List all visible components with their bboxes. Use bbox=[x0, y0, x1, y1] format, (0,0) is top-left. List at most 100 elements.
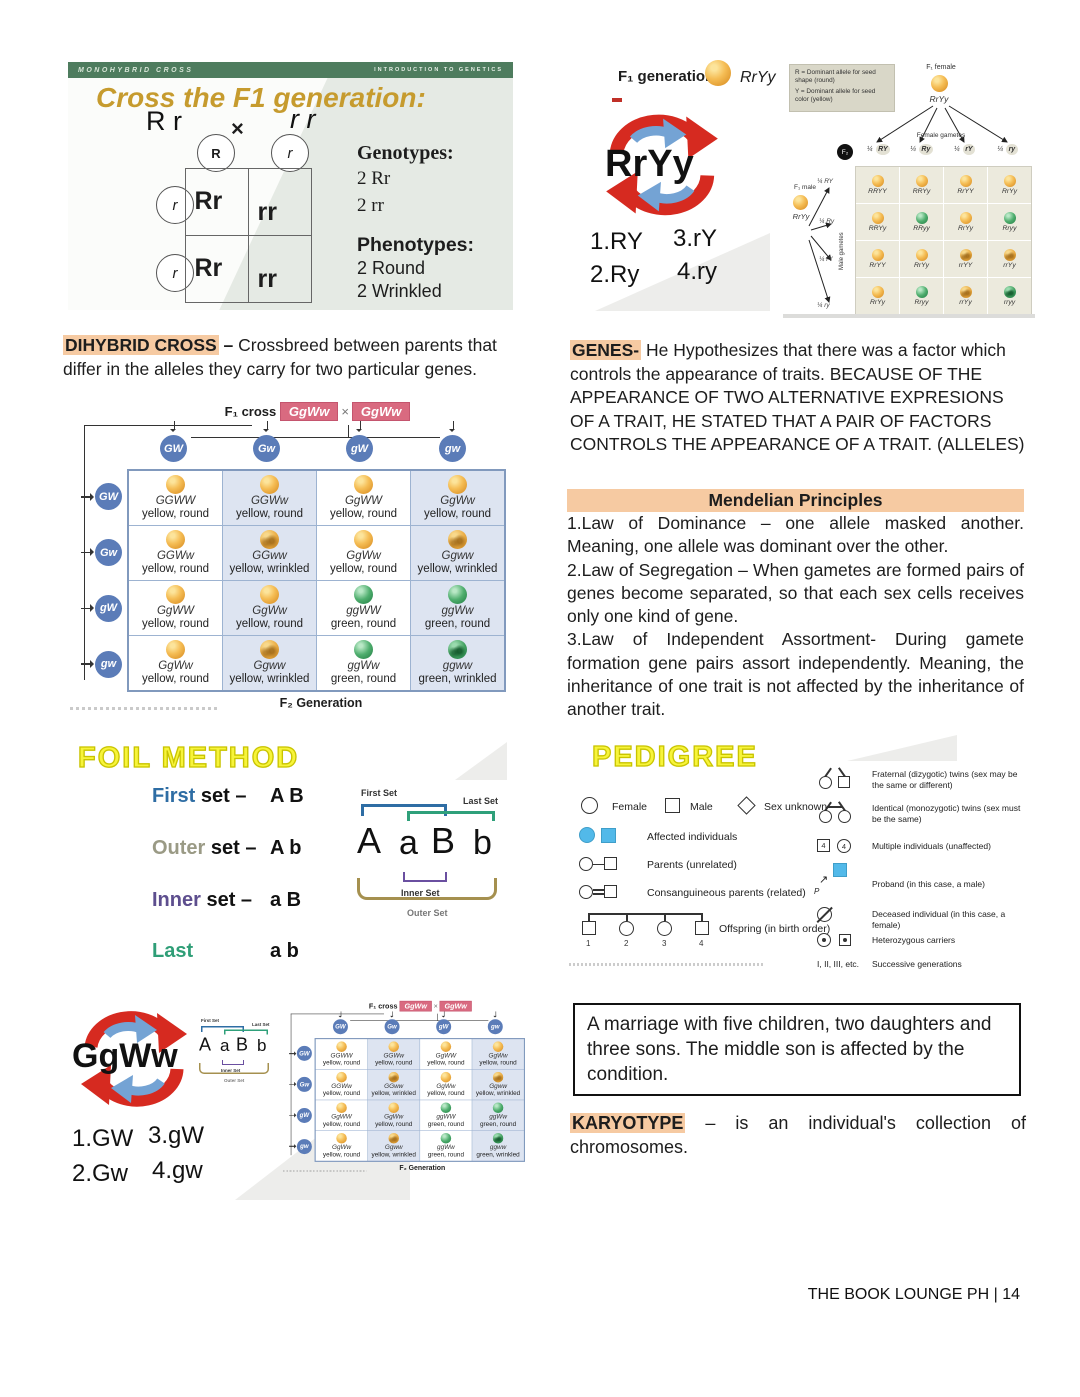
genotypes-label: Genotypes: bbox=[357, 142, 454, 164]
recycle-arrows-icon bbox=[606, 114, 718, 216]
punnett-cell: ggww green, wrinkled bbox=[411, 636, 504, 690]
pea-icon bbox=[166, 530, 185, 549]
punnett-cell: GgWw yellow, round bbox=[223, 581, 316, 635]
female-gamete-fraction: ¼ Ry bbox=[910, 144, 933, 155]
punnett-cell: ggWW green, round bbox=[317, 581, 410, 635]
ggww-center-genotype: GgWw bbox=[72, 1037, 178, 1075]
citation-smudge bbox=[283, 1170, 367, 1172]
punnett-cell: Rr bbox=[184, 167, 249, 236]
pea-icon bbox=[336, 1041, 347, 1052]
genes-term: GENES- bbox=[570, 340, 642, 360]
law-of-segregation: 2.Law of Segregation – When gametes are … bbox=[567, 559, 1024, 627]
punnett-cell: ggWw green, round bbox=[317, 636, 410, 690]
pea-icon bbox=[336, 1102, 347, 1113]
gamete-item: 1.GW bbox=[72, 1125, 134, 1152]
gamete-item: 2.Gw bbox=[72, 1160, 129, 1187]
punnett-cell: GgWw yellow, round bbox=[317, 526, 410, 580]
marriage-note-box: A marriage with five children, two daugh… bbox=[573, 1003, 1021, 1096]
pedigree-title: PEDIGREE bbox=[591, 740, 758, 773]
pea-icon bbox=[492, 1041, 504, 1052]
pea-icon bbox=[915, 249, 928, 261]
citation-smudge bbox=[70, 707, 220, 710]
gamete-circle: R bbox=[197, 134, 235, 172]
punnett-cell: GgWw yellow, round bbox=[472, 1039, 524, 1070]
pea-icon bbox=[448, 530, 467, 549]
foil-row: Outer set – A b bbox=[152, 837, 302, 859]
punnett-cell: Ggww yellow, wrinkled bbox=[411, 526, 504, 580]
column-gamete: gW bbox=[346, 421, 373, 462]
gamete-circle: r bbox=[156, 186, 194, 224]
pea-icon bbox=[448, 585, 467, 604]
affected-female-icon bbox=[579, 827, 595, 843]
pea-icon bbox=[448, 475, 467, 494]
punnett-cell: GGww yellow, wrinkled bbox=[367, 1069, 420, 1100]
identical-twins-icon bbox=[819, 801, 855, 825]
parent-badge: GgWw bbox=[399, 1000, 432, 1012]
pea-icon bbox=[492, 1132, 504, 1144]
pea-icon bbox=[915, 212, 928, 224]
f2-cell: rrYY bbox=[944, 241, 987, 277]
f2-cell: RrYy bbox=[944, 204, 987, 240]
female-gamete-fractions: ¼ RY ¼ Ry ¼ rY ¼ ry bbox=[857, 144, 1029, 155]
pea-icon bbox=[354, 640, 373, 659]
proband-arrow-icon: ↗ bbox=[819, 874, 829, 886]
f2-generation-caption: F₂ Generation bbox=[279, 696, 363, 710]
pea-icon bbox=[959, 175, 972, 187]
gamete-item: 3.gW bbox=[148, 1122, 205, 1149]
pea-icon bbox=[871, 249, 884, 261]
f2-cell: RRYY bbox=[856, 167, 899, 203]
page-footer: THE BOOK LOUNGE PH | 14 bbox=[807, 1286, 1020, 1303]
pea-yellow-round-icon bbox=[931, 75, 948, 92]
slide-header-right: INTRODUCTION TO GENETICS bbox=[374, 67, 503, 73]
foil-row: First set – A B bbox=[152, 785, 304, 807]
pea-icon bbox=[260, 585, 279, 604]
genotype-count: 2 Rr bbox=[357, 168, 391, 189]
punnett-cell: Rr bbox=[184, 234, 249, 303]
pea-icon bbox=[388, 1041, 399, 1052]
foil-title: FOIL METHOD bbox=[77, 741, 300, 774]
row-gamete: GW bbox=[81, 483, 122, 511]
male-gamete-fraction: ¼ RY bbox=[817, 178, 834, 185]
f2-cell: RrYY bbox=[856, 241, 899, 277]
pea-yellow-round-icon bbox=[793, 195, 808, 210]
pea-icon bbox=[440, 1071, 452, 1083]
dash: – bbox=[218, 335, 239, 355]
law-of-dominance: 1.Law of Dominance – one allele masked a… bbox=[567, 513, 1024, 557]
f1-genotype: RrYy bbox=[740, 69, 776, 86]
punnett-cell: GGWW yellow, round bbox=[129, 471, 222, 525]
pea-icon bbox=[260, 475, 279, 494]
parent-badge: GgWw bbox=[439, 1000, 472, 1012]
gamete-item: 4.ry bbox=[677, 258, 718, 285]
punnett-cell: Ggww yellow, wrinkled bbox=[472, 1069, 524, 1100]
monohybrid-slide-image: MONOHYBRID CROSS INTRODUCTION TO GENETIC… bbox=[68, 62, 513, 310]
punnett-cell: ggww green, wrinkled bbox=[472, 1130, 524, 1161]
f2-cell: RrYy bbox=[988, 167, 1031, 203]
first-set-bracket bbox=[361, 804, 447, 816]
genotype-count: 2 rr bbox=[357, 195, 384, 216]
pea-icon bbox=[336, 1071, 347, 1083]
allele-legend: R = Dominant allele for seed shape (roun… bbox=[789, 64, 895, 112]
male-gamete-fraction: ¼ ry bbox=[817, 302, 830, 309]
female-gamete-fraction: ¼ rY bbox=[954, 144, 976, 155]
pea-icon bbox=[1003, 175, 1016, 187]
punnett-cell: GGWW yellow, round bbox=[315, 1039, 368, 1070]
male-gametes-label: Male gametes bbox=[839, 232, 845, 270]
pea-icon bbox=[440, 1132, 452, 1144]
gamete-item: 3.rY bbox=[673, 225, 718, 252]
pedigree-circle-icon bbox=[581, 797, 598, 814]
dihybrid-punnett-square-small: F₁ cross GgWw × GgWw GW Gw gW gw GW Gw gW gw GGWW ye… bbox=[283, 1000, 538, 1192]
f2-cell: rrYy bbox=[944, 278, 987, 314]
punnett-cell: ggWw green, round bbox=[472, 1100, 524, 1131]
pea-icon bbox=[1003, 212, 1016, 224]
male-gamete-fraction: ¼ Ry bbox=[819, 218, 835, 225]
pea-icon bbox=[354, 585, 373, 604]
recycle-arrows-icon bbox=[81, 1011, 187, 1107]
foil-row: Last a b bbox=[152, 940, 299, 962]
female-gametes-label: Female gametes bbox=[916, 132, 966, 139]
pea-icon bbox=[492, 1102, 504, 1113]
multiple-square-icon: 4 bbox=[817, 839, 830, 852]
female-gamete-fraction: ¼ RY bbox=[867, 144, 891, 155]
punnett-cell: rr bbox=[247, 167, 312, 236]
punnett-cell: GgWw yellow, round bbox=[411, 471, 504, 525]
f2-cell: RrYy bbox=[856, 278, 899, 314]
